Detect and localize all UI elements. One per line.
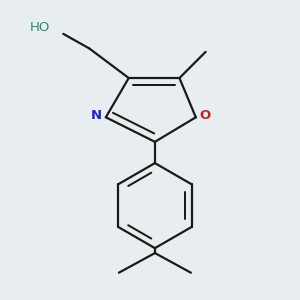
Text: N: N	[91, 109, 102, 122]
Text: O: O	[199, 109, 211, 122]
Text: HO: HO	[30, 22, 50, 34]
